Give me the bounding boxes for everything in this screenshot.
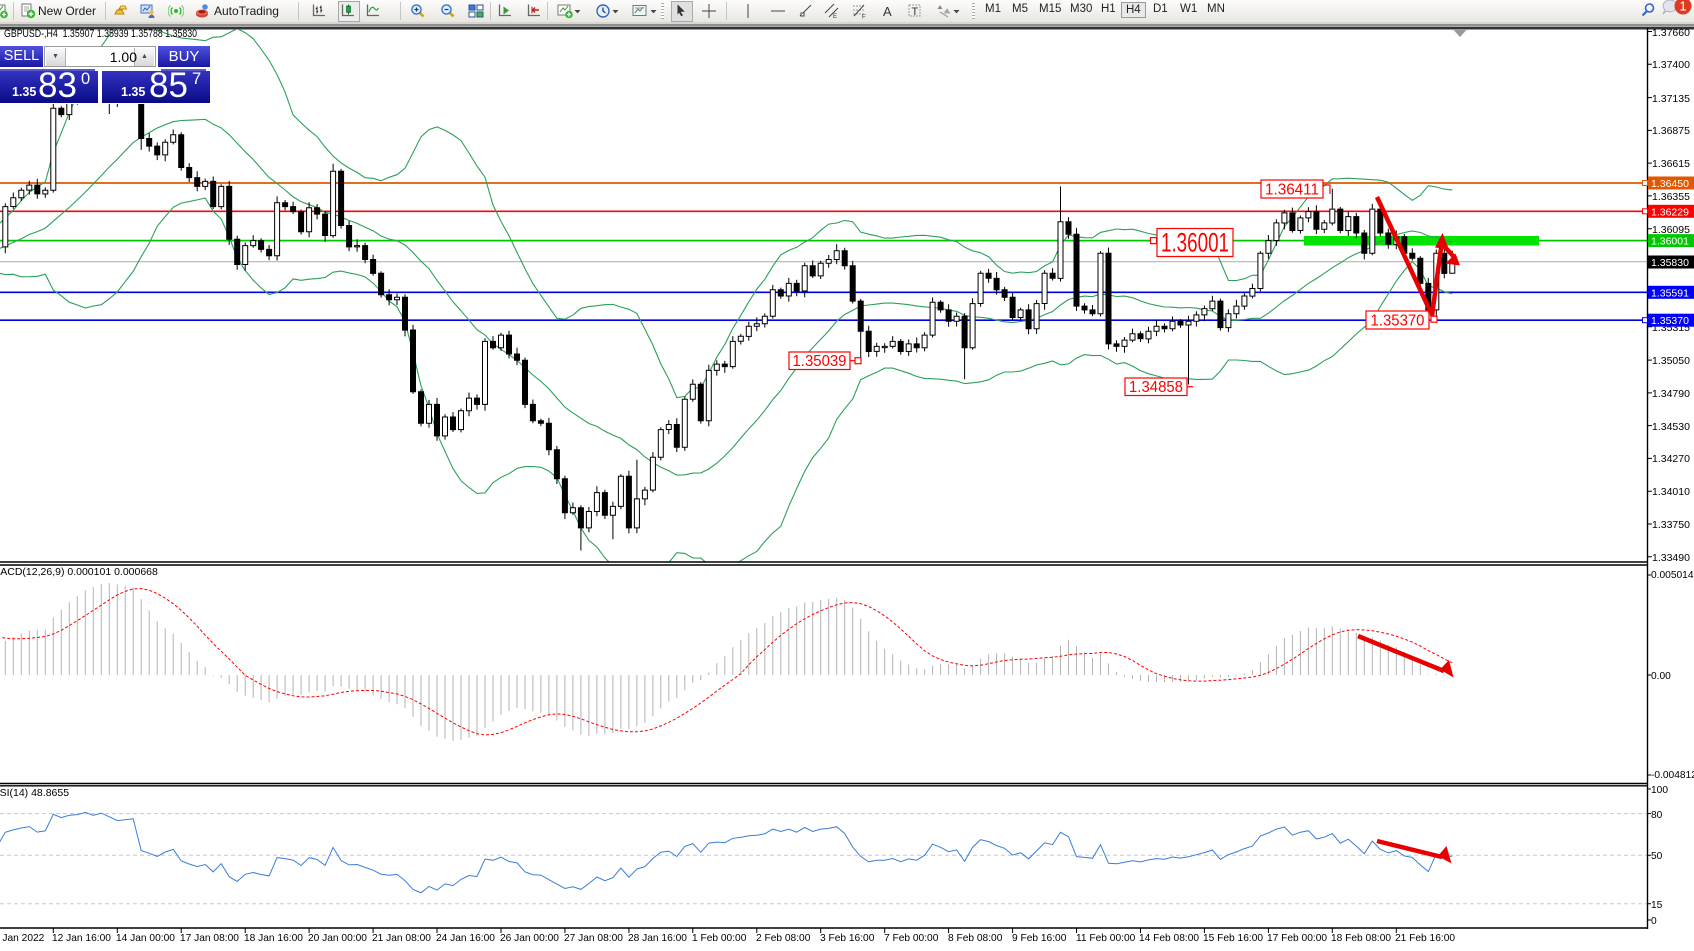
svg-text:15: 15 [1651, 900, 1663, 911]
svg-text:1.33750: 1.33750 [1652, 519, 1690, 531]
svg-text:MACD(12,26,9) 0.000101 0.00066: MACD(12,26,9) 0.000101 0.000668 [0, 566, 158, 578]
svg-text:8 Feb 08:00: 8 Feb 08:00 [948, 933, 1003, 944]
svg-text:1.35039: 1.35039 [793, 353, 847, 370]
svg-text:1.36875: 1.36875 [1652, 125, 1690, 137]
svg-text:1.34010: 1.34010 [1652, 486, 1690, 498]
svg-text:3 Feb 16:00: 3 Feb 16:00 [820, 933, 875, 944]
svg-text:1.36355: 1.36355 [1652, 191, 1690, 203]
svg-text:14 Feb 08:00: 14 Feb 08:00 [1139, 933, 1199, 944]
svg-text:21 Feb 16:00: 21 Feb 16:00 [1395, 933, 1455, 944]
svg-text:9 Feb 16:00: 9 Feb 16:00 [1012, 933, 1067, 944]
svg-text:1.36450: 1.36450 [1651, 178, 1689, 190]
svg-text:1.36095: 1.36095 [1652, 224, 1690, 236]
svg-text:1.33490: 1.33490 [1652, 552, 1690, 564]
svg-text:28 Jan 16:00: 28 Jan 16:00 [628, 933, 687, 944]
svg-text:100: 100 [1651, 785, 1668, 796]
svg-text:17 Jan 08:00: 17 Jan 08:00 [180, 933, 239, 944]
svg-text:0.005014: 0.005014 [1651, 570, 1694, 581]
svg-text:1.35050: 1.35050 [1652, 355, 1690, 367]
svg-text:7 Feb 00:00: 7 Feb 00:00 [884, 933, 939, 944]
svg-text:0: 0 [1651, 916, 1657, 927]
svg-text:17 Feb 00:00: 17 Feb 00:00 [1267, 933, 1327, 944]
svg-text:A: A [883, 4, 892, 19]
svg-text:T: T [912, 6, 919, 18]
svg-text:1.34858: 1.34858 [1129, 379, 1183, 396]
svg-text:1.34270: 1.34270 [1652, 453, 1690, 465]
svg-text:1.35370: 1.35370 [1651, 315, 1689, 327]
svg-text:F: F [862, 15, 866, 20]
svg-text:18 Feb 08:00: 18 Feb 08:00 [1331, 933, 1391, 944]
svg-text:11 Feb 00:00: 11 Feb 00:00 [1076, 933, 1136, 944]
svg-text:-0.004812: -0.004812 [1651, 770, 1694, 781]
svg-text:1.36001: 1.36001 [1651, 236, 1689, 248]
svg-text:80: 80 [1651, 810, 1663, 821]
svg-text:1.37660: 1.37660 [1652, 27, 1690, 39]
svg-text:1.36229: 1.36229 [1651, 206, 1689, 218]
svg-text:26 Jan 00:00: 26 Jan 00:00 [500, 933, 559, 944]
svg-text:18 Jan 16:00: 18 Jan 16:00 [244, 933, 303, 944]
svg-text:1.35830: 1.35830 [1651, 257, 1689, 269]
svg-text:1: 1 [1679, 0, 1686, 14]
svg-text:24 Jan 16:00: 24 Jan 16:00 [436, 933, 495, 944]
svg-text:1.37135: 1.37135 [1652, 93, 1690, 105]
svg-text:1.36615: 1.36615 [1652, 158, 1690, 170]
svg-text:20 Jan 00:00: 20 Jan 00:00 [308, 933, 367, 944]
svg-text:1.34790: 1.34790 [1652, 388, 1690, 400]
svg-text:15 Feb 16:00: 15 Feb 16:00 [1203, 933, 1263, 944]
svg-text:1.35591: 1.35591 [1651, 287, 1689, 299]
svg-text:12 Jan 16:00: 12 Jan 16:00 [52, 933, 111, 944]
svg-text:1.35370: 1.35370 [1371, 312, 1425, 329]
svg-text:50: 50 [1651, 851, 1663, 862]
svg-text:11 Jan 2022: 11 Jan 2022 [0, 933, 45, 944]
svg-text:1 Feb 00:00: 1 Feb 00:00 [692, 933, 747, 944]
svg-text:1.37400: 1.37400 [1652, 59, 1690, 71]
svg-text:14 Jan 00:00: 14 Jan 00:00 [116, 933, 175, 944]
svg-text:1.36001: 1.36001 [1161, 227, 1229, 257]
svg-text:21 Jan 08:00: 21 Jan 08:00 [372, 933, 431, 944]
svg-text:1.36411: 1.36411 [1265, 181, 1319, 198]
svg-text:2 Feb 08:00: 2 Feb 08:00 [756, 933, 811, 944]
svg-text:1.34530: 1.34530 [1652, 421, 1690, 433]
svg-text:0.00: 0.00 [1651, 671, 1671, 682]
svg-text:RSI(14) 48.8655: RSI(14) 48.8655 [0, 787, 69, 799]
svg-text:E: E [833, 14, 837, 19]
svg-text:27 Jan 08:00: 27 Jan 08:00 [564, 933, 623, 944]
svg-text:GBPUSD-,H4 1.35907 1.35939 1.: GBPUSD-,H4 1.35907 1.35939 1.35788 1.358… [4, 28, 197, 40]
